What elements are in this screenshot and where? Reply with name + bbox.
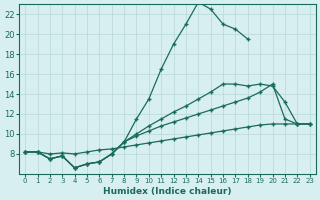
X-axis label: Humidex (Indice chaleur): Humidex (Indice chaleur): [103, 187, 232, 196]
